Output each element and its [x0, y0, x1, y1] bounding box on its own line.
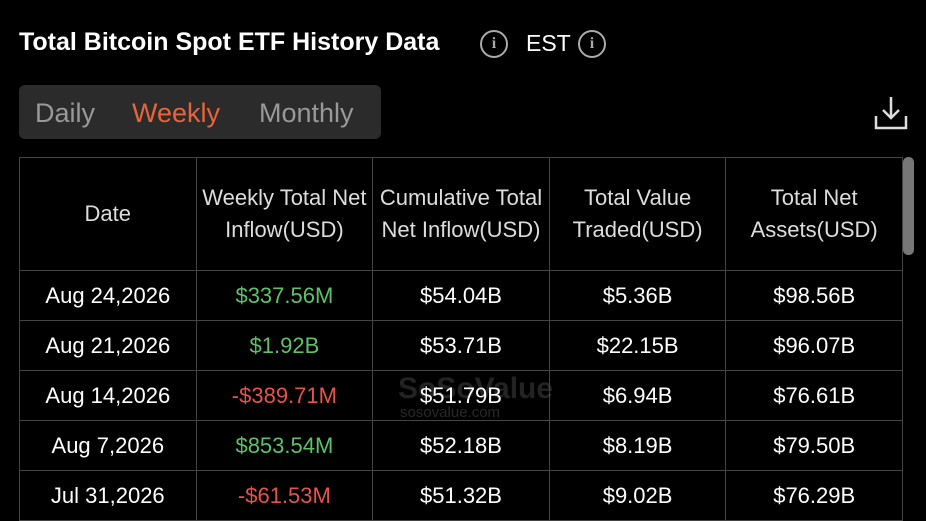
tab-bar: Daily Weekly Monthly — [19, 85, 381, 139]
table-cell: Aug 24,2026 — [19, 270, 197, 321]
column-header: Cumulative Total Net Inflow(USD) — [372, 157, 550, 271]
tab[interactable]: Monthly — [259, 98, 354, 128]
info-icon[interactable]: i — [480, 30, 508, 58]
title: Total Bitcoin Spot ETF History Data — [19, 28, 440, 56]
table-cell: $6.94B — [548, 370, 727, 421]
table-cell: $52.18B — [372, 420, 550, 471]
table-row[interactable]: Aug 14,2026 -$389.71M $51.79B $6.94B $76.61B — [19, 370, 903, 421]
column-header: Total Value Traded(USD) — [548, 157, 727, 271]
table-row[interactable]: Aug 7,2026 $853.54M $52.18B $8.19B $79.50B — [19, 420, 903, 471]
table-cell: $98.56B — [725, 270, 903, 321]
table-cell: $51.32B — [372, 470, 550, 521]
column-header: Total Net Assets(USD) — [725, 157, 903, 271]
table-cell: $96.07B — [725, 320, 903, 371]
table-row[interactable]: Aug 21,2026 $1.92B $53.71B $22.15B $96.07B — [19, 320, 903, 371]
table-cell: -$61.53M — [195, 470, 374, 521]
table-cell: $53.71B — [372, 320, 550, 371]
tab[interactable]: Daily — [35, 98, 96, 128]
tab[interactable]: Weekly — [132, 98, 221, 128]
table-cell: $8.19B — [548, 420, 727, 471]
column-header: Weekly Total Net Inflow(USD) — [195, 157, 374, 271]
column-header: Date — [19, 157, 197, 271]
table-cell: $9.02B — [548, 470, 727, 521]
header-row: Date Weekly Total Net Inflow(USD) Cumulati… — [19, 157, 903, 271]
table-cell: $337.56M — [195, 270, 374, 321]
table-cell: $1.92B — [195, 320, 374, 371]
table-cell: -$389.71M — [195, 370, 374, 421]
download-icon[interactable] — [872, 94, 910, 132]
table-row[interactable]: Jul 31,2026 -$61.53M $51.32B $9.02B $76.29B — [19, 470, 903, 521]
table-cell: Aug 21,2026 — [19, 320, 197, 371]
table-cell: $5.36B — [548, 270, 727, 321]
timezone[interactable]: EST — [526, 30, 571, 56]
table-cell: $79.50B — [725, 420, 903, 471]
scrollbar[interactable] — [903, 157, 914, 255]
table-cell: $853.54M — [195, 420, 374, 471]
table-cell: $22.15B — [548, 320, 727, 371]
table-cell: $54.04B — [372, 270, 550, 321]
table-cell: $51.79B — [372, 370, 550, 421]
table-cell: Aug 7,2026 — [19, 420, 197, 471]
table-cell: $76.61B — [725, 370, 903, 421]
data-table: Date Weekly Total Net Inflow(USD) Cumulati… — [19, 157, 903, 521]
table-cell: Jul 31,2026 — [19, 470, 197, 521]
table-cell: $76.29B — [725, 470, 903, 521]
info-icon[interactable]: i — [578, 30, 606, 58]
table-cell: Aug 14,2026 — [19, 370, 197, 421]
table-row[interactable]: Aug 24,2026 $337.56M $54.04B $5.36B $98.56B — [19, 270, 903, 321]
